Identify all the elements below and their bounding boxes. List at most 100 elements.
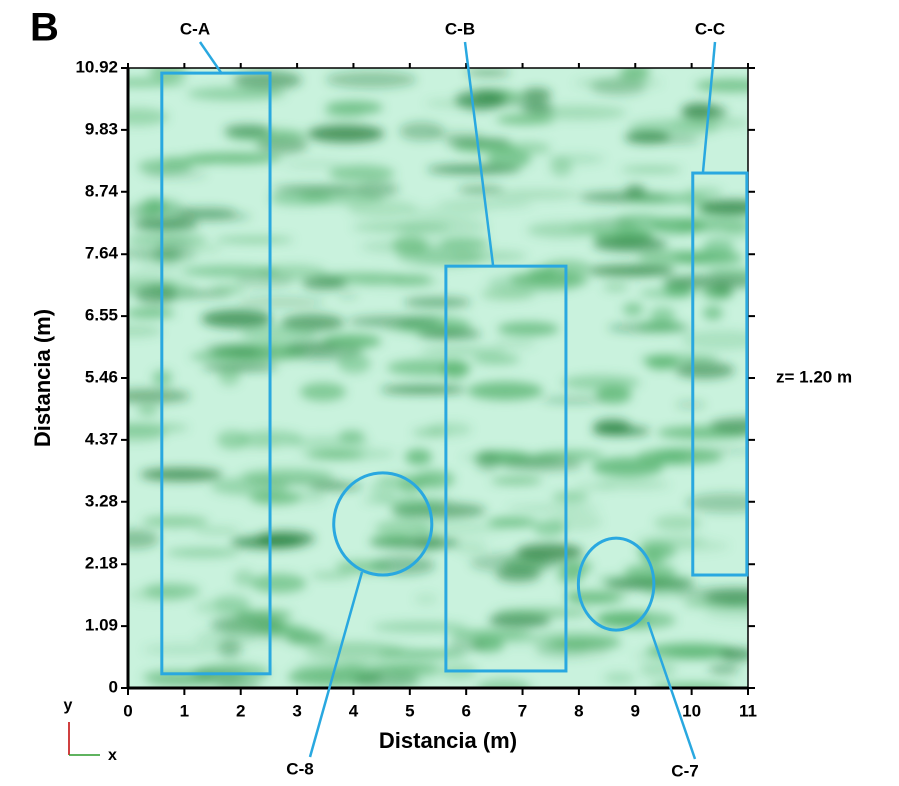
texture-blob [195,630,256,646]
texture-blob [325,100,384,115]
texture-blob [572,588,629,604]
texture-blob [490,476,543,485]
texture-blob [128,529,160,549]
texture-blob [372,621,469,633]
texture-blob [622,302,644,316]
annotation-box [691,171,749,577]
texture-blob [141,515,209,528]
y-tick-label: 1.09 [85,616,118,635]
texture-blob [235,272,294,289]
texture-blob [419,347,507,355]
texture-blob [318,643,415,651]
texture-blob [540,396,608,404]
texture-blob [377,650,468,658]
texture-blob [469,553,563,573]
texture-blob [269,192,333,206]
texture-blob [709,417,748,434]
x-tick-label: 3 [292,701,301,720]
texture-blob [139,467,223,482]
texture-blob [299,382,347,402]
y-tick-label: 9.83 [85,119,118,138]
texture-blob [237,296,326,308]
texture-blob [649,307,676,323]
texture-blob [509,271,589,288]
texture-blob [520,104,555,113]
texture-blob [223,124,271,137]
x-tick-label: 10 [682,701,701,720]
texture-blob [165,547,241,558]
annotation-ellipse [332,471,434,577]
texture-blob [143,583,201,599]
texture-blob [337,353,371,374]
y-axis-title: Distancia (m) [30,309,55,447]
y-tick-label: 8.74 [85,181,119,200]
texture-blob [218,639,242,658]
x-tick-label: 8 [574,701,583,720]
texture-blob [602,282,629,292]
texture-blob [389,274,433,285]
texture-blob [255,530,316,547]
texture-blob [550,512,603,531]
annotation-leader [646,621,697,760]
texture-blob [702,238,735,257]
x-tick-label: 1 [180,701,189,720]
texture-blob [404,449,433,465]
texture-blob [636,321,685,332]
texture-blob [250,573,307,593]
texture-blob [645,355,679,370]
texture-blob [467,381,544,401]
x-tick-label: 5 [405,701,414,720]
texture-blob [681,330,748,350]
texture-blob [495,114,555,125]
y-tick-label: 4.37 [85,429,118,448]
texture-blob [347,199,418,218]
texture-blob [603,672,636,684]
x-tick-label: 2 [236,701,245,720]
heatmap-field [128,68,748,688]
texture-blob [639,661,677,678]
texture-blob [426,422,472,437]
texture-blob [293,489,327,503]
x-tick-label: 0 [123,701,132,720]
texture-blob [210,285,246,293]
texture-blob [374,519,432,538]
texture-blob [128,422,189,433]
texture-blob [272,185,364,193]
texture-blob [641,580,683,598]
y-tick-label: 10.92 [75,57,118,76]
texture-blob [372,662,442,674]
texture-blob [390,501,443,515]
texture-blob [675,400,707,410]
annotation-label: C-B [445,19,475,38]
texture-blob [325,71,417,89]
y-tick-label: 6.55 [85,306,118,325]
texture-blob [128,108,169,126]
texture-blob [203,343,261,355]
texture-blob [624,131,671,144]
texture-blob [403,297,472,308]
texture-blob [284,160,344,168]
texture-blob [128,79,187,86]
x-tick-label: 6 [461,701,470,720]
texture-blob [452,142,516,153]
texture-blob [194,599,252,616]
texture-blob [406,206,489,219]
texture-blob [214,236,294,244]
slice-label: z= 1.20 m [776,367,852,386]
texture-blob [624,563,677,580]
texture-blob [644,540,730,552]
texture-blob [492,340,537,348]
annotation-leader [308,571,364,758]
texture-blob [591,426,651,437]
texture-blob [193,527,241,535]
texture-blob [500,457,583,471]
texture-blob [495,566,541,583]
texture-blob [618,68,650,82]
texture-blob [654,448,687,464]
texture-blob [380,385,467,394]
heatmap-texture [128,68,748,688]
panel-label: B [30,6,59,50]
texture-blob [411,521,506,536]
texture-blob [465,68,511,77]
